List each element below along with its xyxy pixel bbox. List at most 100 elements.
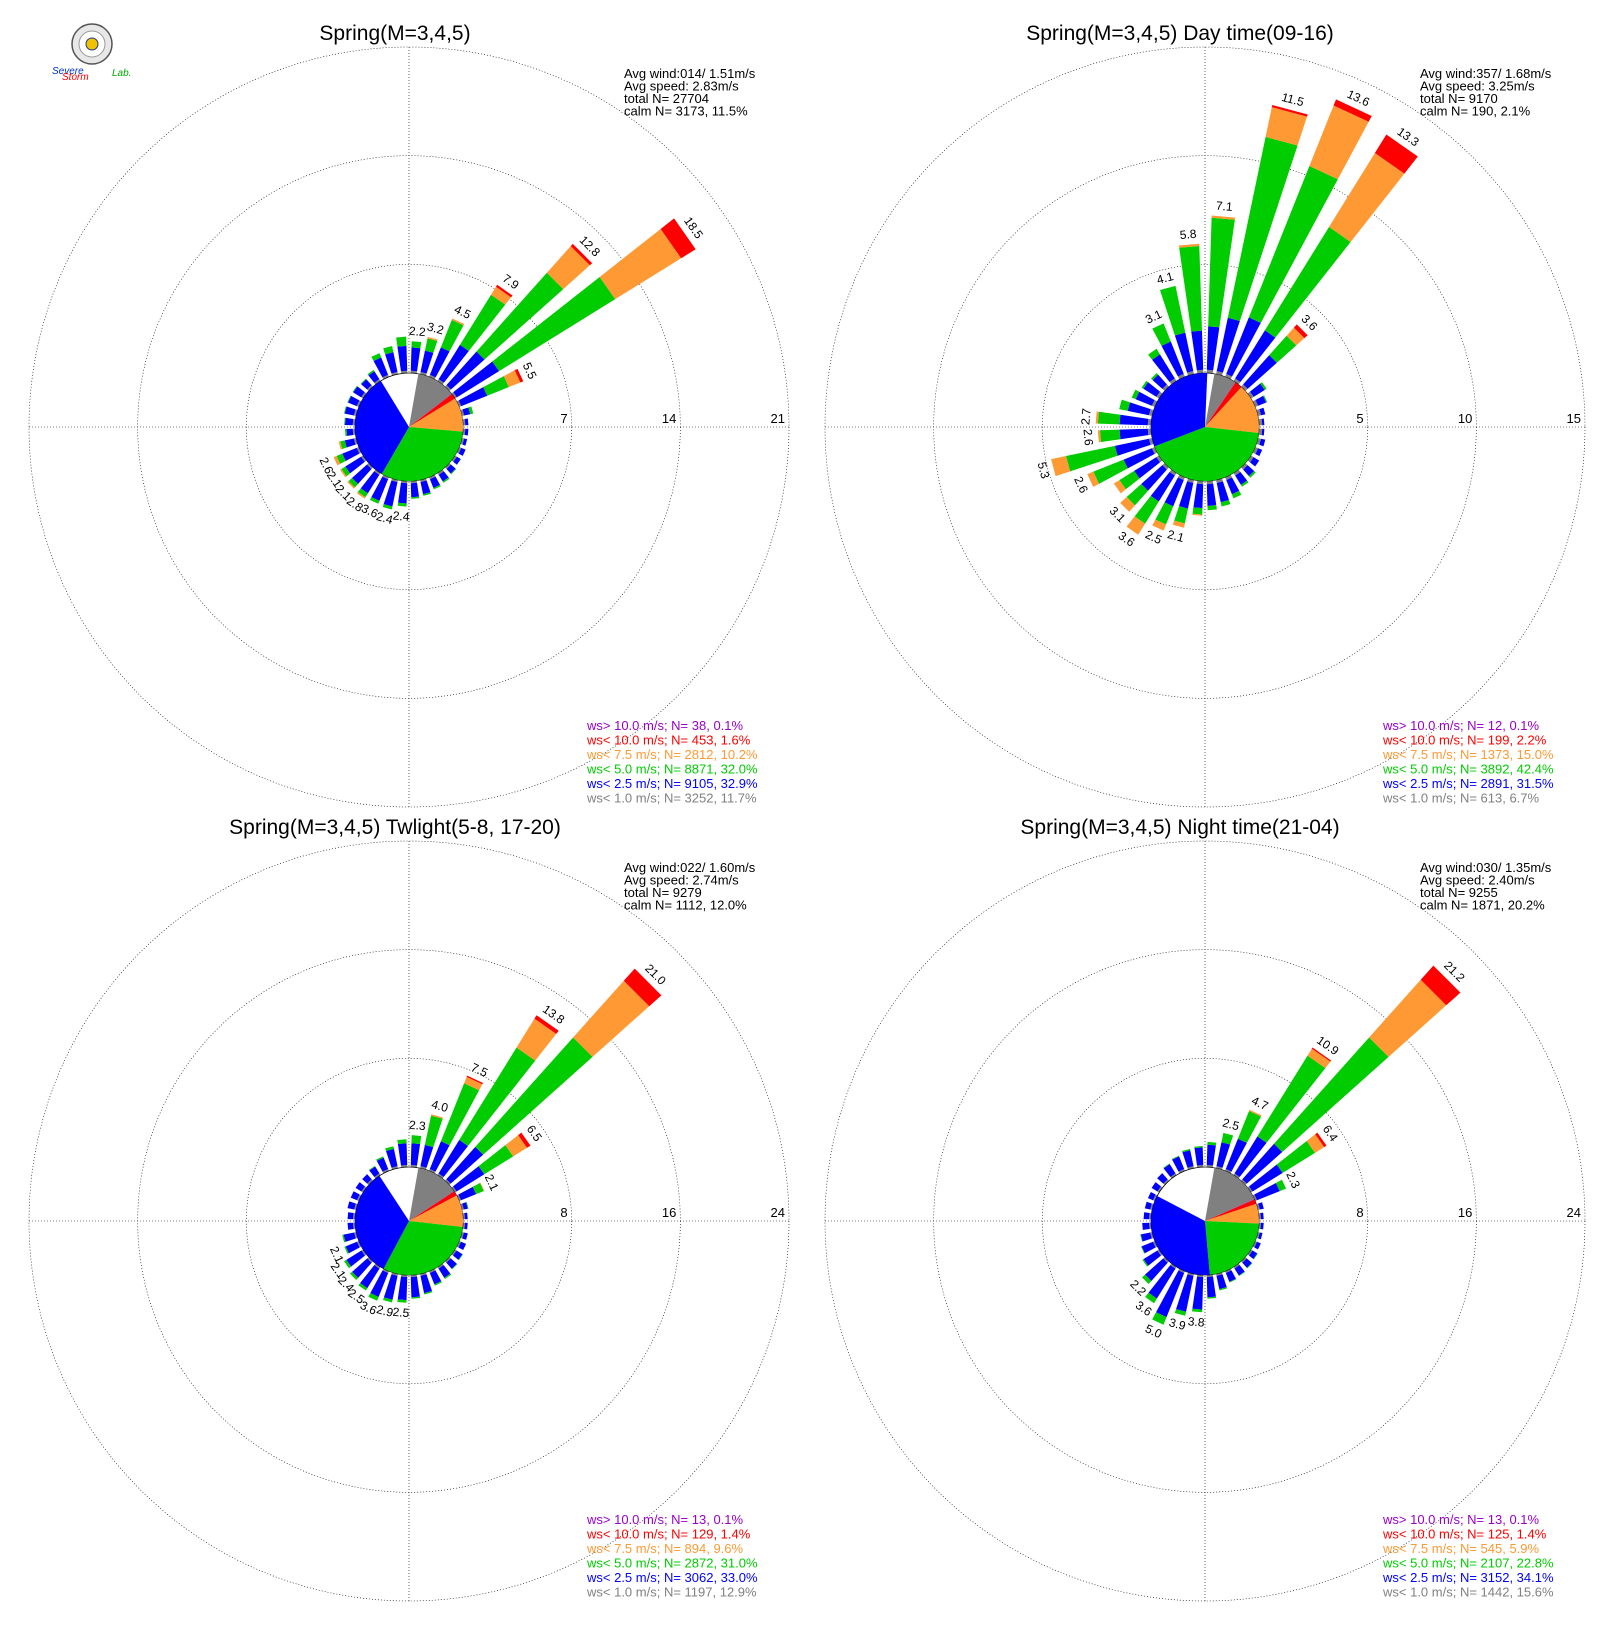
bar-value-label: 2.1	[482, 1172, 502, 1193]
bar-segment-lt5	[382, 504, 393, 510]
bar-segment-lt5	[424, 1115, 443, 1148]
bar-segment-lt2_5	[1206, 326, 1220, 371]
bar-segment-lt2_5	[453, 361, 500, 398]
bar-segment-lt2_5	[397, 1276, 408, 1301]
pie-slice-lt5	[381, 427, 463, 481]
bar-segment-lt1	[374, 1173, 381, 1179]
bar-segment-lt1	[420, 371, 427, 376]
bar-segment-lt10	[1315, 1132, 1327, 1148]
bar-segment-lt1	[460, 438, 465, 445]
bar-segment-lt10	[660, 218, 696, 259]
bar-segment-lt2_5	[1161, 341, 1184, 377]
bar-segment-lt5	[424, 1291, 433, 1295]
stats-line: Avg wind:014/ 1.51m/s	[624, 66, 756, 81]
bar-segment-lt5	[411, 1296, 421, 1299]
ring	[137, 949, 681, 1493]
bar-segment-lt2_5	[352, 1258, 372, 1278]
bar-segment-lt5	[383, 346, 394, 355]
bar-segment-lt5	[444, 1273, 452, 1280]
bar-segment-lt5	[440, 319, 464, 352]
bar-segment-lt7_5	[516, 1018, 557, 1061]
bar-segment-lt2_5	[369, 1166, 380, 1177]
bar-segment-lt5	[1274, 1037, 1389, 1152]
bar-segment-lt1	[420, 1166, 427, 1170]
bar-segment-lt2_5	[410, 1276, 420, 1298]
legend-entry-lt1: ws< 1.0 m/s; N= 1197, 12.9%	[586, 1585, 757, 1600]
bar-segment-lt5	[424, 338, 438, 353]
legend-entry-lt5: ws< 5.0 m/s; N= 2107, 22.8%	[1382, 1556, 1554, 1571]
bar-segment-lt7_5	[338, 441, 343, 450]
wind-rose-panel: 8 16 2421.013.87.56.54.02.32.12.12.12.42.5…	[28, 816, 790, 1602]
bar-value-label: 11.5	[1280, 90, 1306, 109]
bar-segment-lt5	[1140, 1234, 1143, 1242]
ring-label: 24	[771, 1205, 785, 1220]
bar-segment-lt1	[1233, 1263, 1240, 1269]
bar-segment-lt5	[1141, 380, 1149, 389]
bar-segment-lt2_5	[1150, 471, 1175, 502]
stats-line: calm N= 1871, 20.2%	[1420, 898, 1545, 913]
bar-segment-lt2_5	[1243, 465, 1255, 477]
bar-segment-lt2_5	[462, 1232, 468, 1240]
pie-slice-lt2_5	[355, 1175, 409, 1269]
bar-segment-lt2_5	[1192, 1276, 1204, 1310]
bar-segment-lt2_5	[397, 1143, 408, 1166]
bar-segment-lt2_5	[429, 476, 441, 488]
bar-segment-lt1	[444, 385, 451, 392]
bar-segment-lt2_5	[385, 1148, 398, 1168]
bar-segment-lt2_5	[1259, 407, 1266, 416]
bar-segment-lt5	[411, 496, 420, 499]
bar-segment-lt2_5	[429, 1270, 442, 1285]
bar-segment-lt1	[356, 400, 362, 407]
bar-segment-lt1	[437, 469, 444, 475]
ring-label: 10	[1458, 411, 1472, 426]
bar-segment-lt10	[466, 1075, 483, 1085]
bar-segment-lt2_5	[342, 447, 360, 461]
bar-segment-lt2_5	[346, 428, 354, 436]
bar-segment-lt5	[1099, 429, 1121, 442]
bar-segment-lt1	[1187, 1166, 1194, 1170]
bar-value-label: 7.1	[1215, 199, 1233, 214]
legend-entry-lt5: ws< 5.0 m/s; N= 8871, 32.0%	[586, 762, 758, 777]
bar-segment-lt2_5	[1235, 471, 1248, 485]
bar-segment-lt2_5	[1225, 1270, 1236, 1282]
bar-segment-lt2_5	[347, 1212, 354, 1220]
bar-segment-lt2_5	[464, 418, 469, 426]
bar-segment-lt5	[1179, 245, 1202, 332]
bar-value-label: 5.3	[1035, 460, 1053, 480]
bar-value-label: 2.6	[317, 455, 337, 476]
bar-segment-lt5	[1246, 1262, 1253, 1269]
bar-segment-lt7_5	[1249, 1109, 1262, 1117]
bar-segment-lt1	[391, 1272, 398, 1276]
bar-segment-lt1	[1240, 1179, 1247, 1186]
bar-value-label: 4.0	[430, 1097, 450, 1115]
bar-segment-lt5	[1181, 1148, 1191, 1153]
bar-segment-lt5	[411, 341, 422, 349]
bar-segment-lt5	[1065, 445, 1118, 472]
stats-line: Avg speed: 2.83m/s	[624, 79, 739, 94]
bar-segment-lt7_5	[1120, 497, 1135, 512]
bar-segment-lt2_5	[368, 371, 380, 383]
bar-segment-lt2_5	[1261, 418, 1265, 426]
bar-segment-lt2_5	[1119, 428, 1149, 440]
stats-line: total N= 9255	[1420, 885, 1498, 900]
bar-segment-lt2_5	[383, 480, 398, 507]
bar-segment-lt5	[459, 294, 506, 352]
bar-segment-lt2_5	[1157, 1173, 1168, 1184]
legend-entry-gt10: ws> 10.0 m/s; N= 38, 0.1%	[586, 718, 744, 733]
bar-segment-lt5	[344, 428, 348, 437]
bar-segment-lt2_5	[1151, 1182, 1161, 1192]
bar-segment-lt5	[492, 276, 616, 372]
panel-title: Spring(M=3,4,5) Twlight(5-8, 17-20)	[229, 816, 561, 839]
bar-segment-lt7_5	[1192, 513, 1203, 516]
bar-segment-lt1	[374, 469, 381, 475]
legend-entry-lt7_5: ws< 7.5 m/s; N= 894, 9.6%	[586, 1541, 744, 1556]
bar-segment-lt1	[1157, 1249, 1163, 1256]
ring	[28, 46, 790, 808]
bar-segment-lt5	[344, 417, 346, 425]
legend-entry-lt7_5: ws< 7.5 m/s; N= 1373, 15.0%	[1382, 747, 1554, 762]
bar-segment-lt2_5	[410, 1143, 421, 1166]
bar-segment-lt7_5	[1113, 480, 1126, 494]
bar-segment-lt2_5	[1135, 391, 1155, 406]
bar-segment-lt7_5	[1329, 152, 1405, 242]
bar-segment-lt5	[468, 406, 474, 415]
